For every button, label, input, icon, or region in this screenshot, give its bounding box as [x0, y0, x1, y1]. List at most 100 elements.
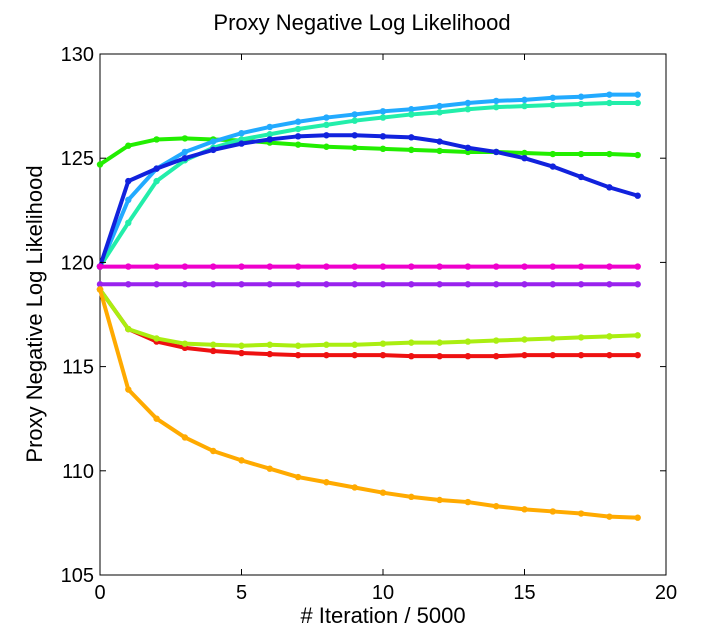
y-tick-label: 125 — [61, 148, 94, 170]
data-point — [153, 263, 160, 270]
data-point — [464, 281, 472, 288]
data-point — [379, 145, 387, 153]
data-point — [125, 386, 132, 393]
data-point — [294, 351, 302, 359]
data-point — [351, 351, 358, 359]
x-axis-label: # Iteration / 5000 — [300, 603, 465, 628]
data-point — [634, 351, 641, 359]
data-point — [210, 347, 217, 355]
y-tick-label: 120 — [61, 252, 94, 274]
y-tick-label: 130 — [61, 44, 94, 66]
data-point — [408, 106, 415, 113]
data-point — [266, 281, 273, 288]
data-point — [294, 141, 302, 148]
data-point — [379, 351, 387, 359]
data-point — [125, 325, 132, 333]
data-point — [379, 263, 387, 270]
data-point — [493, 337, 500, 344]
data-point — [210, 263, 217, 270]
y-axis-ticks: 105 110 115 120 125 130 — [61, 44, 666, 587]
data-point — [606, 150, 613, 158]
data-point — [606, 333, 613, 340]
series-blue — [96, 132, 641, 270]
data-point — [577, 351, 585, 359]
data-point — [323, 114, 330, 121]
data-point — [351, 484, 358, 491]
data-point — [294, 281, 302, 288]
data-point — [464, 263, 472, 270]
data-point — [549, 163, 556, 170]
data-point — [408, 493, 415, 501]
data-point — [577, 93, 585, 100]
data-point — [521, 149, 528, 157]
data-point — [294, 342, 302, 349]
series-magenta — [96, 263, 641, 270]
x-tick-label: 10 — [372, 582, 394, 604]
data-point — [436, 281, 443, 288]
data-point — [606, 351, 613, 359]
data-point — [181, 155, 189, 162]
data-point — [408, 146, 415, 154]
data-point — [323, 132, 330, 139]
data-point — [96, 263, 104, 270]
data-point — [606, 513, 613, 520]
data-point — [634, 263, 641, 270]
data-point — [436, 147, 443, 155]
data-point — [294, 118, 302, 125]
data-point — [549, 263, 556, 270]
data-point — [464, 338, 472, 345]
data-point — [351, 144, 358, 151]
data-point — [436, 138, 443, 145]
data-point — [634, 99, 641, 107]
data-point — [379, 114, 387, 121]
data-point — [238, 129, 245, 137]
data-point — [323, 341, 330, 348]
data-point — [125, 281, 132, 288]
data-point — [96, 286, 104, 293]
data-point — [408, 111, 415, 118]
data-point — [125, 196, 132, 204]
data-point — [379, 133, 387, 140]
data-point — [266, 350, 273, 358]
data-point — [464, 498, 472, 506]
data-point — [521, 336, 528, 343]
y-tick-label: 105 — [61, 565, 94, 587]
data-point — [294, 473, 302, 481]
series-line-sky-blue — [98, 92, 640, 269]
data-point — [266, 136, 273, 143]
data-point — [125, 177, 132, 185]
y-tick-label: 115 — [62, 357, 94, 379]
data-point — [210, 138, 217, 145]
data-point — [153, 165, 160, 172]
data-point — [181, 263, 189, 270]
data-point — [464, 106, 472, 113]
series-line-blue — [98, 133, 640, 269]
data-point — [549, 101, 556, 109]
data-point — [436, 339, 443, 346]
x-tick-label: 5 — [236, 582, 247, 604]
data-point — [521, 102, 528, 110]
data-point — [238, 457, 245, 464]
data-point — [153, 136, 160, 143]
data-point — [436, 352, 443, 360]
x-tick-label: 0 — [94, 582, 105, 604]
data-point — [238, 140, 245, 147]
data-point — [549, 351, 556, 359]
data-point — [577, 100, 585, 108]
data-point — [606, 184, 613, 191]
chart-title: Proxy Negative Log Likelihood — [213, 10, 510, 35]
data-point — [521, 263, 528, 270]
data-point — [634, 151, 641, 159]
data-point — [408, 263, 415, 270]
series-line-yellow-green — [98, 287, 640, 348]
data-point — [153, 335, 160, 342]
x-axis-ticks: 0 5 10 15 20 — [94, 54, 677, 604]
data-point — [577, 334, 585, 341]
data-point — [96, 281, 104, 288]
data-point — [323, 263, 330, 270]
data-point — [521, 506, 528, 513]
data-point — [606, 263, 613, 270]
data-point — [351, 111, 358, 118]
data-point — [436, 263, 443, 270]
